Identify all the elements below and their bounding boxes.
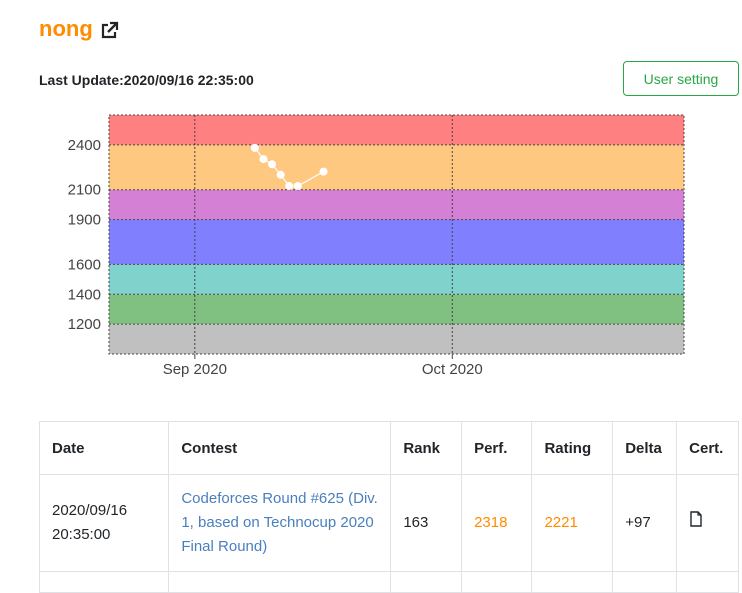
rating-point: [285, 181, 294, 190]
header-perf[interactable]: Perf.: [461, 421, 533, 475]
header-contest[interactable]: Contest: [168, 421, 392, 475]
filler-cell: [461, 571, 533, 593]
y-tick-label: 1600: [68, 256, 101, 273]
table-header-row: Date Contest Rank Perf. Rating Delta Cer…: [38, 421, 739, 475]
y-tick-label: 2400: [68, 137, 101, 154]
rating-point: [293, 181, 302, 190]
username: nong: [39, 16, 93, 41]
header-cert[interactable]: Cert.: [676, 421, 739, 475]
row-date: 2020/09/16 20:35:00: [38, 474, 170, 572]
user-setting-button[interactable]: User setting: [623, 61, 739, 96]
last-update: Last Update:2020/09/16 22:35:00: [39, 72, 254, 88]
profile-header: nong: [39, 16, 119, 42]
filler-cell: [168, 571, 392, 593]
filler-cell: [612, 571, 678, 593]
x-tick-label: Oct 2020: [422, 361, 483, 378]
document-icon[interactable]: [689, 511, 703, 527]
rating-point: [276, 170, 285, 179]
plot-frame: [108, 114, 685, 355]
row-contest: Codeforces Round #625 (Div. 1, based on …: [168, 474, 392, 572]
header-date[interactable]: Date: [38, 421, 170, 475]
rating-point: [268, 160, 277, 169]
last-update-label: Last Update:: [39, 72, 124, 88]
header-rank[interactable]: Rank: [390, 421, 463, 475]
rating-band-5: [109, 144, 684, 190]
rating-chart: 1200 1400 1600 1900 2100 2400 Sep 2020 Oct 2020: [68, 114, 685, 378]
filler-cell: [676, 571, 739, 593]
row-cert: [676, 474, 739, 572]
rating-band-4: [109, 189, 684, 220]
rating-band-3: [109, 219, 684, 265]
rating-band-0: [109, 324, 684, 354]
header-delta[interactable]: Delta: [612, 421, 678, 475]
external-link-icon[interactable]: [99, 21, 119, 41]
rating-point: [259, 155, 268, 164]
table-row: [38, 571, 739, 593]
y-tick-label: 1200: [68, 316, 101, 333]
last-update-value: 2020/09/16 22:35:00: [123, 72, 254, 88]
filler-cell: [390, 571, 463, 593]
filler-cell: [531, 571, 614, 593]
header-rating[interactable]: Rating: [531, 421, 614, 475]
contest-link[interactable]: Codeforces Round #625 (Div. 1, based on …: [181, 490, 378, 555]
contest-history-table: Date Contest Rank Perf. Rating Delta Cer…: [38, 421, 739, 593]
filler-cell: [38, 571, 170, 593]
y-tick-label: 2100: [68, 182, 101, 199]
rating-band-6: [109, 115, 684, 145]
row-date-day: 2020/09/16: [52, 502, 128, 519]
y-tick-label: 1400: [68, 286, 101, 303]
rating-band-1: [109, 294, 684, 325]
row-delta: +97: [612, 474, 678, 572]
row-date-time: 20:35:00: [52, 526, 111, 543]
table-row: 2020/09/16 20:35:00 Codeforces Round #62…: [38, 474, 739, 572]
x-tick-label: Sep 2020: [163, 361, 227, 378]
rating-band-2: [109, 264, 684, 295]
row-rank: 163: [390, 474, 463, 572]
row-perf: 2318: [461, 474, 533, 572]
row-rating: 2221: [531, 474, 614, 572]
rating-point: [319, 167, 328, 176]
y-tick-label: 1900: [68, 212, 101, 229]
rating-point: [250, 143, 259, 152]
